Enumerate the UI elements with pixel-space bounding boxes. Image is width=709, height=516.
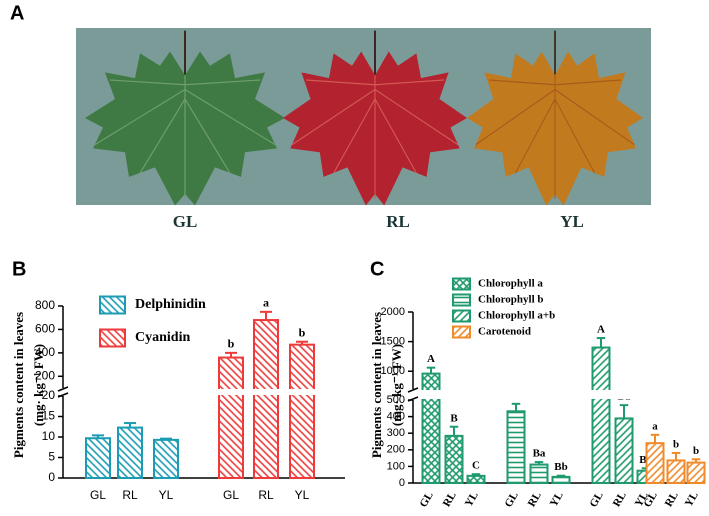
y-tick-label: 800 — [35, 298, 55, 312]
legend-label: Chlorophyll a — [478, 278, 543, 290]
caption: YL — [560, 212, 584, 231]
bar — [614, 417, 634, 484]
significance-letter: B — [450, 412, 458, 424]
caption: GL — [173, 212, 198, 231]
y-tick-label: 500 — [387, 394, 405, 406]
y-tick-label: 2000 — [381, 306, 405, 318]
significance-letter: b — [228, 337, 235, 351]
break-mark — [57, 386, 69, 392]
break-mark — [407, 396, 419, 402]
x-tick-label: RL — [122, 488, 138, 502]
significance-letter: A — [427, 353, 435, 365]
legend-label: Carotenoid — [478, 326, 531, 338]
bar — [444, 434, 464, 484]
significance-letter: C — [472, 460, 480, 472]
y-tick-label: 400 — [387, 411, 405, 423]
y-tick-label: 1000 — [381, 365, 405, 377]
x-tick-label: GL — [223, 488, 239, 502]
leaf-yl — [467, 30, 643, 206]
bar — [506, 410, 526, 484]
bar — [645, 442, 665, 485]
y-tick-label: 10 — [42, 429, 56, 443]
bar — [529, 463, 549, 485]
legend-swatch — [99, 295, 126, 315]
bar — [591, 346, 611, 484]
y-tick-label: 0 — [399, 477, 405, 489]
y-axis-label: (mg· kg⁻¹ FW) — [31, 344, 46, 426]
x-tick-label: RL — [611, 490, 629, 509]
y-tick-label: 200 — [387, 444, 405, 456]
x-tick-label: GL — [587, 490, 605, 510]
bar — [686, 461, 706, 484]
leaf-rl — [283, 30, 467, 206]
legend-label: Chlorophyll b — [478, 294, 544, 306]
y-tick-label: 200 — [35, 368, 55, 382]
x-tick-label: YL — [683, 490, 701, 509]
x-tick-label: YL — [159, 488, 174, 502]
bar — [666, 459, 686, 485]
bar — [117, 426, 143, 480]
bar — [466, 474, 486, 484]
bar — [85, 437, 111, 480]
axis-break — [412, 390, 705, 399]
y-axis-label: Pigments content in leaves — [369, 312, 384, 458]
legend-swatch — [452, 277, 471, 291]
x-tick-label: RL — [526, 490, 544, 509]
y-axis-label: (mg· kg⁻¹ FW) — [389, 344, 404, 426]
significance-letter: b — [673, 438, 679, 450]
legend-swatch — [99, 328, 126, 348]
significance-letter: A — [597, 324, 605, 336]
y-tick-label: 1500 — [381, 336, 405, 348]
panel-label: A — [10, 2, 24, 24]
y-tick-label: 400 — [35, 345, 55, 359]
x-tick-label: YL — [295, 488, 310, 502]
significance-letter: b — [299, 325, 306, 339]
x-tick-label: YL — [463, 490, 481, 509]
caption: RL — [386, 212, 410, 231]
bar — [253, 319, 279, 479]
axis-break — [62, 389, 345, 395]
y-axis-label: Pigments content in leaves — [11, 312, 26, 458]
legend-label: Chlorophyll a+b — [478, 310, 555, 322]
panel-label: C — [370, 258, 384, 280]
significance-letter: Bb — [554, 461, 567, 473]
x-tick-label: GL — [502, 490, 520, 510]
y-tick-label: 15 — [42, 409, 56, 423]
break-mark — [407, 387, 419, 393]
legend-label: Delphinidin — [135, 297, 206, 312]
y-tick-label: 0 — [48, 470, 55, 484]
legend-label: Cyanidin — [135, 330, 190, 345]
significance-letter: Ba — [533, 448, 546, 460]
significance-letter: a — [263, 296, 269, 310]
break-mark — [57, 392, 69, 398]
y-tick-label: 5 — [48, 450, 55, 464]
x-tick-label: RL — [441, 490, 459, 509]
x-tick-label: RL — [663, 490, 681, 509]
legend-swatch — [452, 293, 471, 307]
bar — [218, 356, 244, 479]
x-tick-label: GL — [90, 488, 106, 502]
x-tick-label: GL — [417, 490, 435, 510]
panel-label: B — [12, 258, 26, 280]
y-tick-label: 300 — [387, 427, 405, 439]
x-tick-label: RL — [258, 488, 274, 502]
bar — [551, 475, 571, 485]
x-tick-label: YL — [548, 490, 566, 509]
legend-swatch — [452, 325, 471, 339]
y-tick-label: 600 — [35, 322, 55, 336]
legend-swatch — [452, 309, 471, 323]
y-tick-label: 100 — [387, 460, 405, 472]
significance-letter: a — [652, 420, 658, 432]
leaf-gl — [85, 30, 285, 206]
significance-letter: b — [693, 445, 699, 457]
bar — [289, 343, 315, 479]
y-tick-label: 20 — [42, 388, 56, 402]
bar — [153, 438, 179, 479]
